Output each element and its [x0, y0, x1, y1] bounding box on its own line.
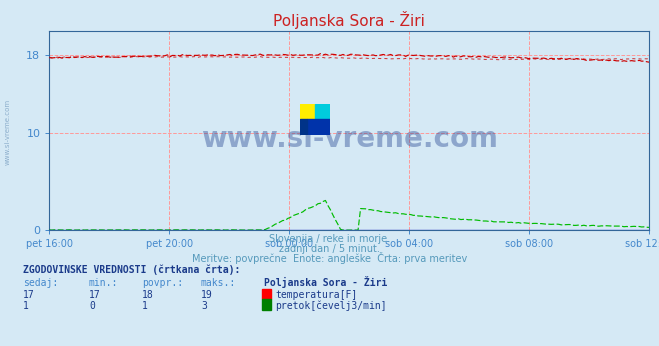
- Text: 17: 17: [89, 290, 101, 300]
- Title: Poljanska Sora - Žiri: Poljanska Sora - Žiri: [273, 11, 425, 29]
- Text: zadnji dan / 5 minut.: zadnji dan / 5 minut.: [279, 244, 380, 254]
- Text: Slovenija / reke in morje.: Slovenija / reke in morje.: [269, 234, 390, 244]
- Text: Poljanska Sora - Žiri: Poljanska Sora - Žiri: [264, 276, 387, 289]
- Text: 1: 1: [142, 301, 148, 311]
- Text: 0: 0: [89, 301, 95, 311]
- Text: 17: 17: [23, 290, 35, 300]
- Text: 1: 1: [23, 301, 29, 311]
- Bar: [307, 119, 330, 135]
- Text: 19: 19: [201, 290, 213, 300]
- Text: povpr.:: povpr.:: [142, 279, 183, 289]
- Bar: [300, 119, 307, 135]
- Text: maks.:: maks.:: [201, 279, 236, 289]
- Bar: [300, 104, 315, 119]
- Text: temperatura[F]: temperatura[F]: [275, 290, 358, 300]
- Text: 18: 18: [142, 290, 154, 300]
- Text: sedaj:: sedaj:: [23, 279, 58, 289]
- Text: www.si-vreme.com: www.si-vreme.com: [5, 98, 11, 165]
- Text: pretok[čevelj3/min]: pretok[čevelj3/min]: [275, 300, 387, 311]
- Text: min.:: min.:: [89, 279, 119, 289]
- Text: 3: 3: [201, 301, 207, 311]
- Text: ZGODOVINSKE VREDNOSTI (črtkana črta):: ZGODOVINSKE VREDNOSTI (črtkana črta):: [23, 265, 241, 275]
- Text: www.si-vreme.com: www.si-vreme.com: [201, 125, 498, 153]
- Bar: [315, 104, 330, 119]
- Text: Meritve: povprečne  Enote: angleške  Črta: prva meritev: Meritve: povprečne Enote: angleške Črta:…: [192, 252, 467, 264]
